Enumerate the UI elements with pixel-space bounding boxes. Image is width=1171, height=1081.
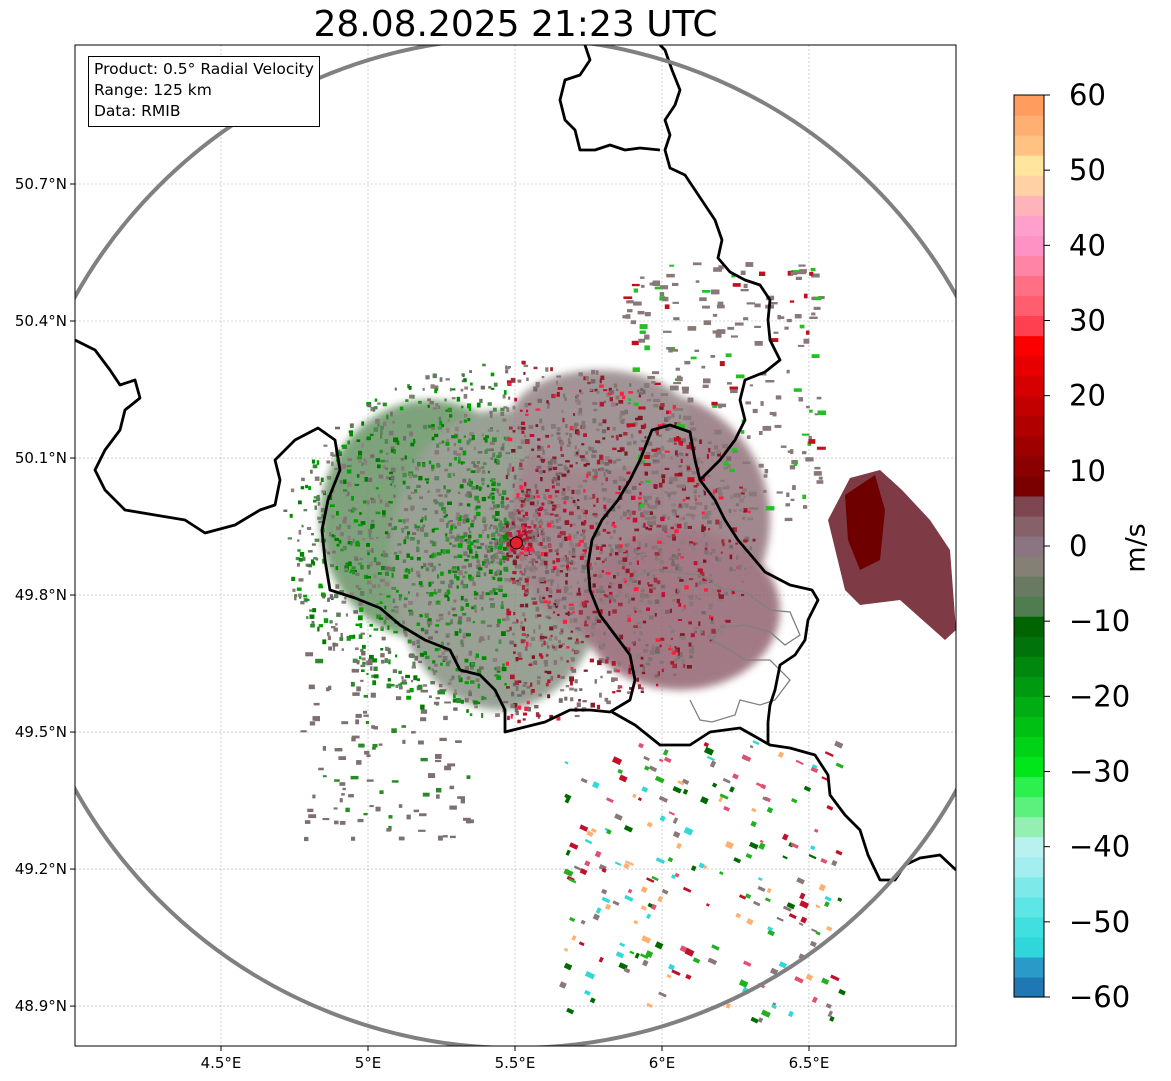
x-tick-label: 4.5°E — [201, 1054, 242, 1072]
colorbar-segment — [1014, 355, 1044, 377]
colorbar-tick-label: −30 — [1069, 755, 1130, 789]
colorbar-segment — [1014, 255, 1044, 276]
y-tick-label: 50.7°N — [15, 175, 67, 193]
colorbar-tick-label: 60 — [1069, 78, 1106, 112]
colorbar-tick-label: −10 — [1069, 604, 1130, 638]
x-tick-label: 5.5°E — [495, 1054, 536, 1072]
colorbar-segment — [1014, 375, 1044, 397]
colorbar-tick-label: 10 — [1069, 454, 1106, 488]
colorbar-segment — [1014, 195, 1044, 216]
colorbar-segment — [1014, 936, 1044, 958]
colorbar-segment — [1014, 455, 1044, 477]
data-source-label: Data: RMIB — [94, 102, 181, 120]
product-label: Product: 0.5° Radial Velocity — [94, 60, 314, 78]
colorbar-ticks: 60 50 40 30 20 10 0 −10 −20 −30 −40 −50 −60 — [1044, 78, 1130, 1014]
colorbar-segment — [1014, 596, 1044, 617]
colorbar-segment — [1014, 515, 1044, 537]
colorbar-segment — [1014, 816, 1044, 838]
colorbar-segment — [1014, 135, 1044, 156]
colorbar-segment — [1014, 175, 1044, 196]
colorbar-segment — [1014, 215, 1044, 236]
colorbar-segment — [1014, 235, 1044, 256]
colorbar-segment — [1014, 335, 1044, 357]
colorbar-segment — [1014, 295, 1044, 317]
colorbar-segment — [1014, 976, 1044, 998]
colorbar-segment — [1014, 856, 1044, 878]
colorbar-tick-label: 50 — [1069, 153, 1106, 187]
map-title: 28.08.2025 21:23 UTC — [313, 4, 718, 45]
colorbar-tick-label: −40 — [1069, 830, 1130, 864]
colorbar-tick-label: 20 — [1069, 379, 1106, 413]
x-tick-label: 5°E — [355, 1054, 382, 1072]
y-axis-ticks: 48.9°N 49.2°N 49.5°N 49.8°N 50.1°N 50.4°N 50.7… — [15, 175, 75, 1015]
colorbar-segment — [1014, 535, 1044, 557]
y-tick-label: 49.5°N — [15, 723, 67, 741]
colorbar-segment — [1014, 656, 1044, 677]
colorbar-segment — [1014, 415, 1044, 437]
admin-borders — [609, 569, 801, 723]
colorbar-tick-label: −50 — [1069, 905, 1130, 939]
y-tick-label: 50.4°N — [15, 312, 67, 330]
x-tick-label: 6.5°E — [789, 1054, 830, 1072]
y-tick-label: 50.1°N — [15, 449, 67, 467]
colorbar-segment — [1014, 876, 1044, 898]
colorbar-segment — [1014, 475, 1044, 497]
colorbar-segment — [1014, 796, 1044, 818]
colorbar-segment — [1014, 576, 1044, 597]
colorbar-segment — [1014, 315, 1044, 337]
colorbar-segment — [1014, 495, 1044, 517]
colorbar-tick-label: 30 — [1069, 304, 1106, 338]
colorbar-segment — [1014, 95, 1044, 116]
colorbar-tick-label: −60 — [1069, 980, 1130, 1014]
colorbar-segment — [1014, 896, 1044, 918]
x-axis-ticks: 4.5°E 5°E 5.5°E 6°E 6.5°E — [201, 1046, 830, 1072]
colorbar-tick-label: 0 — [1069, 529, 1087, 563]
colorbar-segment — [1014, 636, 1044, 657]
y-tick-label: 48.9°N — [15, 997, 67, 1015]
x-tick-label: 6°E — [649, 1054, 676, 1072]
colorbar-tick-label: −20 — [1069, 679, 1130, 713]
colorbar-segment — [1014, 115, 1044, 136]
colorbar-segment — [1014, 716, 1044, 738]
colorbar — [1013, 94, 1045, 998]
colorbar-tick-label: 40 — [1069, 228, 1106, 262]
range-label: Range: 125 km — [94, 81, 212, 99]
colorbar-segment — [1014, 756, 1044, 778]
colorbar-segment — [1014, 395, 1044, 417]
product-info-box: Product: 0.5° Radial Velocity Range: 125… — [88, 56, 320, 127]
colorbar-segment — [1014, 776, 1044, 798]
colorbar-segment — [1014, 676, 1044, 697]
colorbar-segment — [1014, 916, 1044, 938]
colorbar-segment — [1014, 696, 1044, 717]
colorbar-segment — [1014, 616, 1044, 637]
colorbar-segment — [1014, 155, 1044, 176]
y-tick-label: 49.8°N — [15, 586, 67, 604]
colorbar-unit-label: m/s — [1120, 523, 1152, 573]
y-tick-label: 49.2°N — [15, 860, 67, 878]
colorbar-segment — [1014, 956, 1044, 978]
colorbar-segment — [1014, 836, 1044, 858]
colorbar-segment — [1014, 435, 1044, 457]
colorbar-segment — [1014, 736, 1044, 758]
colorbar-segment — [1014, 275, 1044, 297]
colorbar-segment — [1014, 556, 1044, 577]
radar-site-marker[interactable] — [509, 536, 523, 550]
